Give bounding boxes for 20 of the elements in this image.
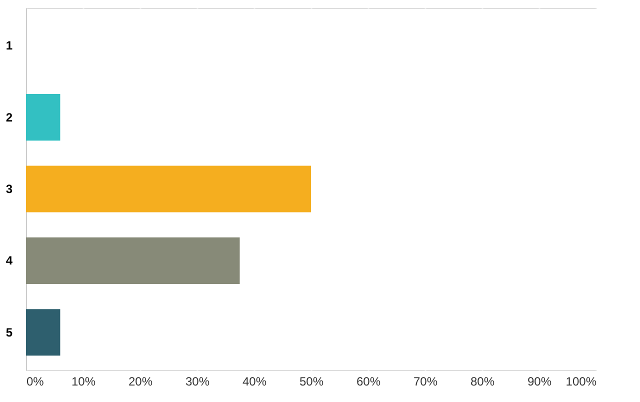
x-tick-label: 40% — [242, 374, 267, 388]
x-tick-label: 10% — [71, 374, 96, 388]
x-tick-label: 90% — [527, 374, 552, 388]
y-tick-label: 4 — [6, 254, 13, 268]
bar — [26, 309, 60, 356]
y-tick-label: 5 — [6, 325, 13, 340]
x-tick-label: 50% — [299, 374, 324, 388]
x-tick-label: 70% — [413, 374, 438, 388]
x-tick-label: 30% — [185, 374, 210, 388]
x-tick-label: 0% — [26, 374, 44, 388]
y-tick-label: 1 — [6, 38, 13, 53]
bar — [26, 94, 60, 141]
x-tick-label: 100% — [566, 374, 597, 388]
bar — [26, 166, 311, 212]
x-tick-label: 60% — [356, 374, 381, 388]
bar — [26, 237, 240, 284]
y-tick-label: 2 — [6, 110, 13, 124]
x-tick-label: 20% — [128, 374, 153, 388]
x-tick-label: 80% — [470, 374, 495, 388]
y-tick-label: 3 — [6, 182, 13, 196]
